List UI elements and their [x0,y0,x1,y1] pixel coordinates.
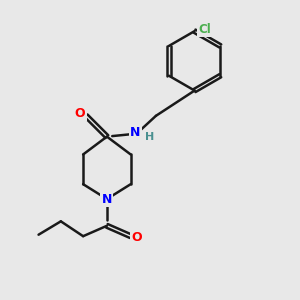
Text: Cl: Cl [199,23,212,36]
Text: N: N [102,193,112,206]
Text: O: O [75,107,86,120]
Text: N: N [130,126,140,139]
Text: O: O [131,231,142,244]
Text: H: H [146,132,154,142]
